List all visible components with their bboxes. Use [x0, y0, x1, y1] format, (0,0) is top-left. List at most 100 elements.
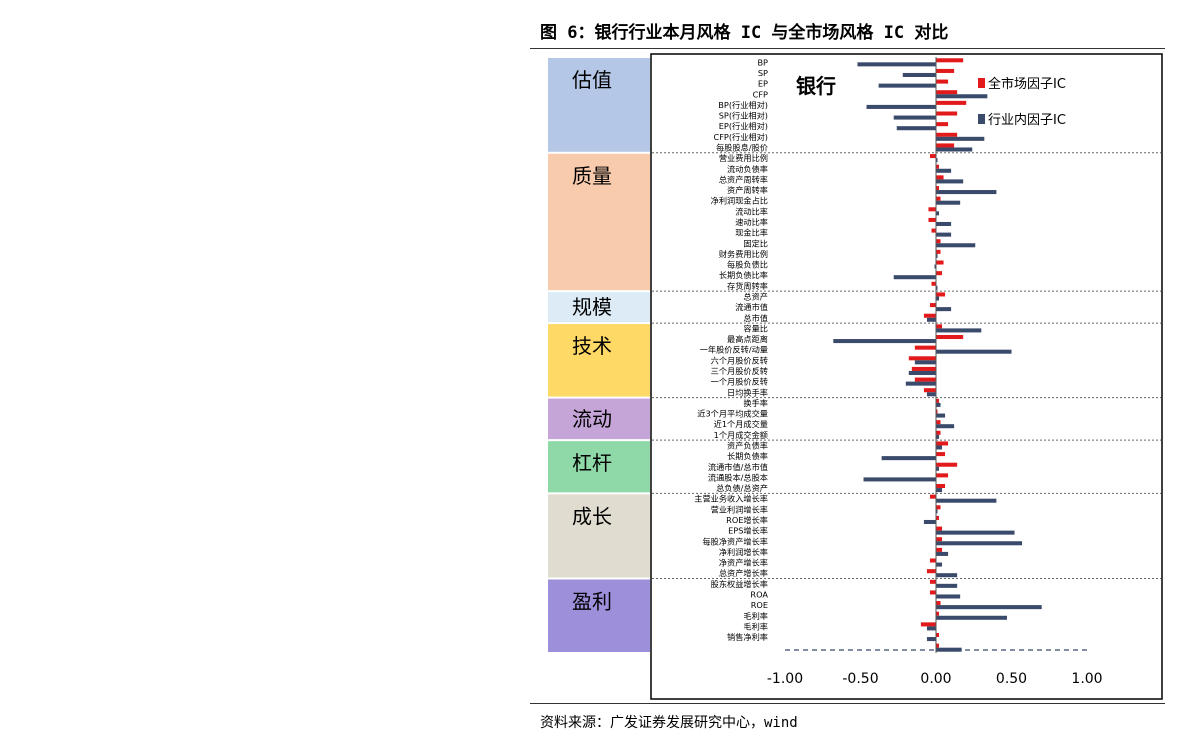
- bar-market: [931, 228, 936, 233]
- factor-label: 毛利率: [743, 621, 768, 631]
- bar-industry: [893, 275, 936, 280]
- factor-label: 营业利润增长率: [711, 504, 768, 514]
- category-label: 技术: [572, 334, 612, 358]
- bar-market: [936, 132, 958, 137]
- factor-label: 长期负债比率: [719, 270, 768, 280]
- bar-industry: [936, 243, 976, 248]
- bar-industry: [936, 445, 943, 450]
- legend-label-industry: 行业内因子IC: [988, 112, 1066, 128]
- bar-industry: [936, 594, 961, 599]
- category-box: [548, 324, 650, 397]
- factor-label: EP(行业相对): [719, 121, 768, 131]
- factor-label: 换手率: [743, 398, 768, 408]
- bar-market: [936, 547, 943, 552]
- factor-label: 财务费用比例: [719, 249, 768, 259]
- bar-industry: [936, 200, 961, 205]
- factor-label: 总负债/总资产: [716, 483, 768, 493]
- category-label: 盈利: [572, 590, 612, 614]
- bar-market: [923, 388, 936, 393]
- bar-industry: [905, 381, 936, 386]
- bar-industry: [936, 285, 938, 290]
- bar-market: [936, 611, 940, 616]
- group-separators: [652, 152, 1161, 651]
- factor-label: 近3个月平均成交量: [697, 409, 768, 419]
- bar-industry: [936, 488, 943, 493]
- source-note: 资料来源：广发证券发展研究中心，wind: [540, 715, 798, 731]
- bar-industry: [936, 253, 938, 258]
- bar-industry: [936, 94, 988, 99]
- bar-market: [914, 377, 936, 382]
- bar-industry: [936, 562, 943, 567]
- bar-market: [936, 643, 940, 648]
- x-tick-label: -1.00: [767, 671, 803, 687]
- category-box: [548, 153, 650, 291]
- bar-industry: [936, 211, 940, 216]
- factor-label: BP: [757, 57, 768, 67]
- bar-market: [920, 622, 936, 627]
- x-tick-label: -0.50: [842, 671, 878, 687]
- category-label: 成长: [572, 504, 612, 528]
- bar-industry: [936, 424, 955, 429]
- factor-label: 营业费用比例: [719, 153, 768, 163]
- bar-market: [929, 579, 936, 584]
- factor-labels: BPSPEPCFPBP(行业相对)SP(行业相对)EP(行业相对)CFP(行业相…: [694, 57, 768, 642]
- factor-label: 总资产周转率: [719, 174, 768, 184]
- bar-market: [936, 409, 938, 414]
- factor-label: SP(行业相对): [719, 111, 768, 121]
- x-tick-label: 0.00: [920, 671, 951, 687]
- bar-industry: [878, 83, 936, 88]
- x-tick-label: 1.00: [1071, 671, 1102, 687]
- category-label: 杠杆: [572, 451, 612, 475]
- bar-industry: [866, 104, 936, 109]
- bar-industry: [936, 349, 1012, 354]
- bar-industry: [936, 232, 952, 237]
- factor-label: 流动负债率: [727, 164, 768, 174]
- bar-industry: [936, 136, 985, 141]
- bar-market: [936, 143, 955, 148]
- factor-label: 长期负债率: [727, 451, 768, 461]
- bar-market: [936, 79, 949, 84]
- bar-industry: [936, 434, 940, 439]
- category-box: [548, 441, 650, 493]
- bar-industry: [936, 307, 952, 312]
- category-box: [548, 292, 650, 323]
- bar-industry: [893, 115, 936, 120]
- bar-industry: [936, 466, 940, 471]
- bar-industry: [914, 360, 936, 365]
- bar-market: [936, 505, 941, 510]
- bar-market: [936, 100, 967, 105]
- factor-label: 销售净利率: [727, 632, 768, 642]
- factor-label: 流通股本/总股本: [708, 472, 768, 482]
- bar-industry: [926, 392, 936, 397]
- factor-label: 总市值: [743, 313, 768, 323]
- category-label: 质量: [572, 164, 612, 188]
- bar-market: [926, 569, 936, 574]
- bar-industry: [926, 637, 936, 642]
- factor-label: 每股股息/股价: [716, 142, 768, 152]
- factor-label: CFP(行业相对): [713, 132, 768, 142]
- bar-market: [936, 601, 941, 606]
- bar-market: [929, 558, 936, 563]
- bar-market: [936, 271, 943, 276]
- factor-label: 流通市值/总市值: [708, 462, 768, 472]
- category-box: [548, 398, 650, 440]
- legend-swatch-industry: [978, 114, 985, 124]
- bar-industry: [936, 413, 946, 418]
- bar-industry: [934, 264, 936, 269]
- bar-industry: [936, 573, 958, 578]
- factor-label: EPS增长率: [728, 526, 768, 536]
- bottom-rule: [530, 703, 1165, 704]
- bar-market: [936, 58, 964, 63]
- bar-industry: [936, 647, 962, 652]
- factor-label: 速动比率: [735, 217, 768, 227]
- bar-industry: [936, 296, 940, 301]
- factor-label: 每股负债比: [727, 260, 768, 270]
- bar-industry: [936, 168, 952, 173]
- factor-label: 净利润现金占比: [711, 196, 768, 206]
- bar-industry: [857, 62, 936, 67]
- factor-label: 主营业务收入增长率: [694, 494, 768, 504]
- bar-industry: [863, 477, 936, 482]
- category-label: 规模: [572, 295, 612, 319]
- bar-market: [908, 356, 936, 361]
- bar-industry: [896, 126, 936, 131]
